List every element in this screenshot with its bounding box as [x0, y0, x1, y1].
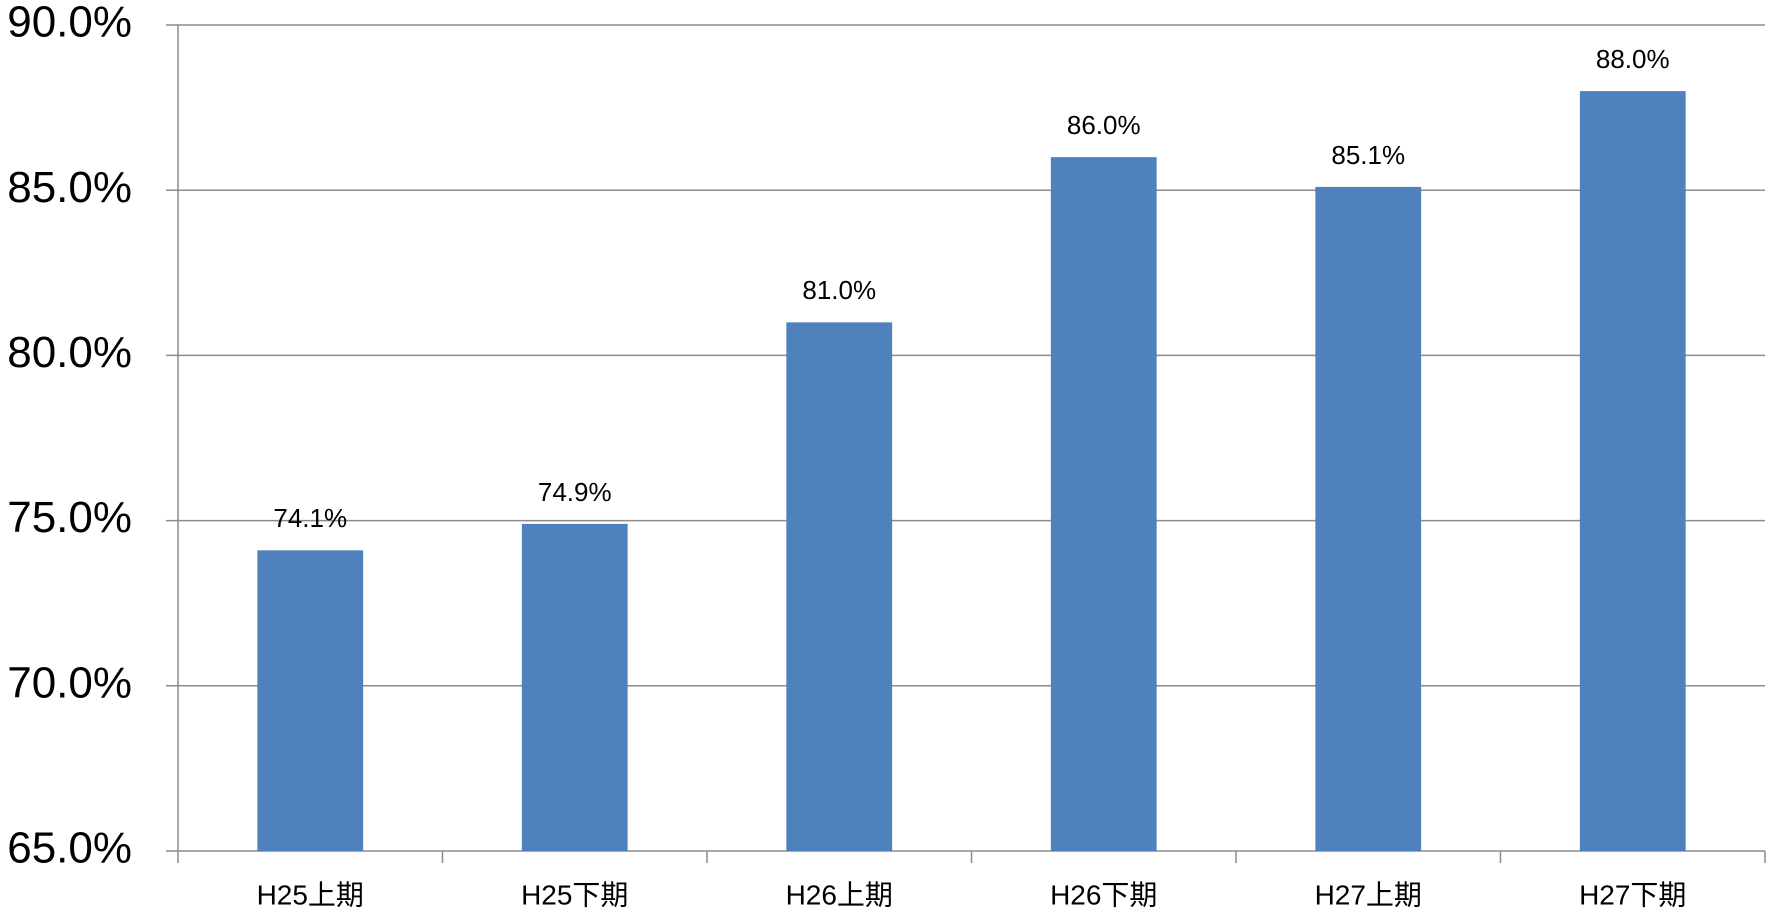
x-tick-label: H26下期: [1050, 879, 1157, 910]
x-tick-label: H25下期: [521, 879, 628, 910]
bar: [786, 322, 893, 851]
bar: [1579, 91, 1686, 851]
bar: [257, 550, 364, 851]
bar: [1050, 157, 1157, 851]
x-tick-label: H25上期: [257, 879, 364, 910]
data-label: 74.1%: [273, 503, 347, 533]
y-tick-label: 85.0%: [7, 163, 132, 212]
data-label: 86.0%: [1067, 110, 1141, 140]
y-tick-label: 75.0%: [7, 493, 132, 542]
data-label: 85.1%: [1331, 140, 1405, 170]
y-tick-label: 80.0%: [7, 328, 132, 377]
y-tick-label: 65.0%: [7, 824, 132, 873]
data-label: 74.9%: [538, 477, 612, 507]
x-tick-label: H27上期: [1315, 879, 1422, 910]
x-tick-label: H27下期: [1579, 879, 1686, 910]
y-tick-label: 90.0%: [7, 0, 132, 47]
bar: [1315, 186, 1422, 851]
data-label: 88.0%: [1596, 44, 1670, 74]
data-label: 81.0%: [802, 275, 876, 305]
y-tick-label: 70.0%: [7, 658, 132, 707]
bar: [521, 523, 628, 851]
x-tick-label: H26上期: [786, 879, 893, 910]
